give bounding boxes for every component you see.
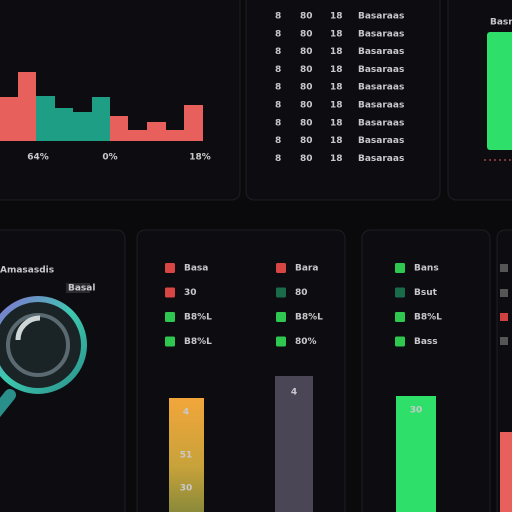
table-cell: 8: [275, 83, 281, 93]
table-cell: 80: [300, 83, 313, 93]
table-cell: Basaraas: [358, 118, 404, 128]
check-icon: [165, 312, 175, 322]
table-panel: [245, 0, 441, 201]
bar: [92, 97, 110, 141]
table-cell: 80: [300, 154, 313, 164]
table-cell: 18: [330, 83, 343, 93]
bar-label: 51: [180, 451, 193, 461]
search-title: Amasasdis: [0, 266, 54, 276]
table-cell: 80: [300, 101, 313, 111]
check-label: Basa: [184, 264, 208, 274]
axis-label: 64%: [27, 153, 49, 163]
check-label: Bsut: [414, 288, 438, 298]
bar-label: 30: [410, 406, 423, 416]
table-cell: 80: [300, 29, 313, 39]
check-label: B8%L: [184, 313, 212, 323]
check-icon: [165, 287, 175, 298]
bar: [184, 105, 203, 141]
magnifier-icon: [0, 296, 87, 418]
status-bar: [169, 398, 204, 512]
axis-label: 18%: [189, 153, 211, 163]
table-cell: 80: [300, 136, 313, 146]
check-icon: [165, 263, 175, 273]
table-cell: Basaraas: [358, 154, 404, 164]
table-cell: 18: [330, 154, 343, 164]
table-cell: 18: [330, 47, 343, 57]
bar: [128, 130, 147, 141]
table-cell: 18: [330, 118, 343, 128]
side-bar: [487, 32, 512, 150]
table-cell: 18: [330, 136, 343, 146]
check-icon: [500, 313, 508, 321]
bar: [36, 96, 55, 141]
check-label: Bans: [414, 264, 439, 274]
check-icon: [395, 312, 405, 322]
table-cell: 18: [330, 12, 343, 22]
check-icon: [165, 336, 175, 347]
table-cell: 80: [300, 12, 313, 22]
status-panel: [361, 229, 491, 512]
table-cell: 8: [275, 136, 281, 146]
table-cell: 8: [275, 154, 281, 164]
check-label: 80: [295, 288, 308, 298]
histogram: [0, 72, 203, 141]
bar: [73, 112, 92, 141]
check-label: 80%: [295, 337, 317, 347]
table-cell: 8: [275, 47, 281, 57]
bar: [147, 122, 166, 141]
table-cell: Basaraas: [358, 101, 404, 111]
bar: [110, 116, 128, 141]
axis-label: 0%: [102, 153, 117, 163]
bar: [55, 108, 73, 141]
check-icon: [276, 263, 286, 273]
status-bar: [275, 376, 313, 512]
check-icon: [276, 287, 286, 298]
table-cell: Basaraas: [358, 29, 404, 39]
check-label: B8%L: [184, 337, 212, 347]
table-cell: Basaraas: [358, 12, 404, 22]
table-cell: 8: [275, 65, 281, 75]
table-cell: 18: [330, 29, 343, 39]
table-cell: Basaraas: [358, 136, 404, 146]
tag-text: Basal: [68, 284, 95, 294]
table-cell: 80: [300, 65, 313, 75]
check-icon: [276, 336, 286, 347]
check-label: 30: [184, 288, 197, 298]
table-cell: 8: [275, 101, 281, 111]
bar-label: 30: [180, 484, 193, 494]
check-label: Bass: [414, 337, 438, 347]
bar: [0, 97, 18, 141]
histogram-panel: [0, 0, 241, 201]
bar: [18, 72, 36, 141]
table-cell: Basaraas: [358, 65, 404, 75]
table-cell: Basaraas: [358, 47, 404, 57]
check-icon: [500, 264, 508, 272]
check-icon: [276, 312, 286, 322]
table-cell: 18: [330, 65, 343, 75]
table-cell: 8: [275, 29, 281, 39]
tag: [66, 283, 90, 293]
side-label: Basmou: [490, 18, 512, 28]
check-icon: [395, 287, 405, 298]
bar: [166, 130, 184, 141]
table-cell: 80: [300, 118, 313, 128]
check-icon: [395, 263, 405, 273]
bar-label: 4: [183, 408, 189, 418]
table-cell: 8: [275, 118, 281, 128]
check-label: B8%L: [295, 313, 323, 323]
table-cell: 8: [275, 12, 281, 22]
check-icon: [395, 336, 405, 347]
status-bar: [396, 396, 436, 512]
check-label: B8%L: [414, 313, 442, 323]
table-cell: 18: [330, 101, 343, 111]
table-cell: 80: [300, 47, 313, 57]
table-cell: Basaraas: [358, 83, 404, 93]
status-bar: [500, 432, 512, 512]
check-icon: [500, 289, 508, 297]
check-label: Bara: [295, 264, 318, 274]
bar-label: 4: [291, 388, 297, 398]
check-icon: [500, 337, 508, 345]
